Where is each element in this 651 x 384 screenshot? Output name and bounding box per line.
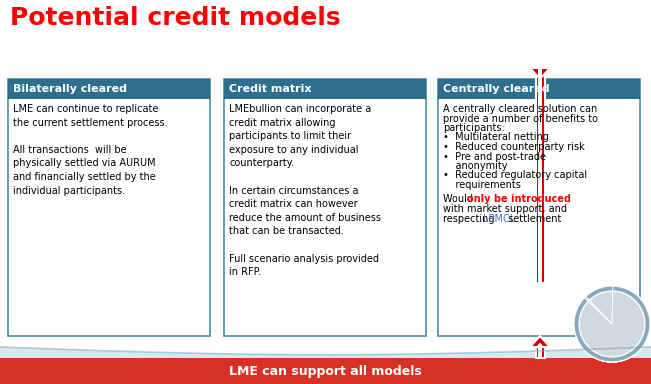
Wedge shape <box>579 291 645 357</box>
Polygon shape <box>536 343 544 348</box>
Wedge shape <box>574 286 650 362</box>
Wedge shape <box>579 291 645 357</box>
Text: LME can continue to replicate
the current settlement process.

All transactions : LME can continue to replicate the curren… <box>13 104 167 195</box>
Wedge shape <box>579 291 645 357</box>
Wedge shape <box>579 291 645 357</box>
Text: Would: Would <box>443 195 476 205</box>
Wedge shape <box>574 286 650 362</box>
Text: •  Pre and post-trade: • Pre and post-trade <box>443 152 546 162</box>
Wedge shape <box>579 291 645 357</box>
Text: only be introduced: only be introduced <box>467 195 571 205</box>
Wedge shape <box>574 286 650 362</box>
Text: Centrally cleared: Centrally cleared <box>443 84 549 94</box>
Text: Bilaterally cleared: Bilaterally cleared <box>13 84 127 94</box>
Text: •  Reduced counterparty risk: • Reduced counterparty risk <box>443 142 585 152</box>
Text: LPMCL: LPMCL <box>483 214 515 223</box>
Text: •  Reduced regulatory capital: • Reduced regulatory capital <box>443 170 587 180</box>
Polygon shape <box>530 68 550 79</box>
Wedge shape <box>574 286 650 362</box>
Text: Potential credit models: Potential credit models <box>10 6 340 30</box>
Bar <box>8 79 210 336</box>
Text: settlement: settlement <box>505 214 561 223</box>
Bar <box>438 79 640 99</box>
Text: with market support, and: with market support, and <box>443 204 567 214</box>
Bar <box>538 68 542 283</box>
Bar <box>224 79 426 99</box>
Wedge shape <box>574 286 650 362</box>
Text: provide a number of benefits to: provide a number of benefits to <box>443 114 598 124</box>
Text: requirements: requirements <box>443 180 521 190</box>
Wedge shape <box>574 286 650 362</box>
Text: anonymity: anonymity <box>443 161 508 171</box>
Text: A centrally cleared solution can: A centrally cleared solution can <box>443 104 597 114</box>
Wedge shape <box>579 291 645 357</box>
Text: LME can support all models: LME can support all models <box>229 364 422 377</box>
Bar <box>536 347 544 358</box>
Wedge shape <box>574 286 650 362</box>
Text: respecting: respecting <box>443 214 497 223</box>
Bar <box>224 79 426 336</box>
Bar <box>8 79 210 99</box>
Text: LMEbullion can incorporate a
credit matrix allowing
participants to limit their
: LMEbullion can incorporate a credit matr… <box>229 104 381 277</box>
Text: •  Multilateral netting: • Multilateral netting <box>443 132 549 142</box>
Text: Credit matrix: Credit matrix <box>229 84 311 94</box>
Bar <box>0 358 651 384</box>
Bar <box>536 68 544 283</box>
Text: participants:: participants: <box>443 123 505 133</box>
Wedge shape <box>579 291 645 357</box>
Wedge shape <box>579 291 645 357</box>
Bar <box>438 79 640 336</box>
Polygon shape <box>530 336 550 347</box>
Polygon shape <box>536 67 544 71</box>
Wedge shape <box>574 286 650 362</box>
Bar <box>538 347 542 358</box>
